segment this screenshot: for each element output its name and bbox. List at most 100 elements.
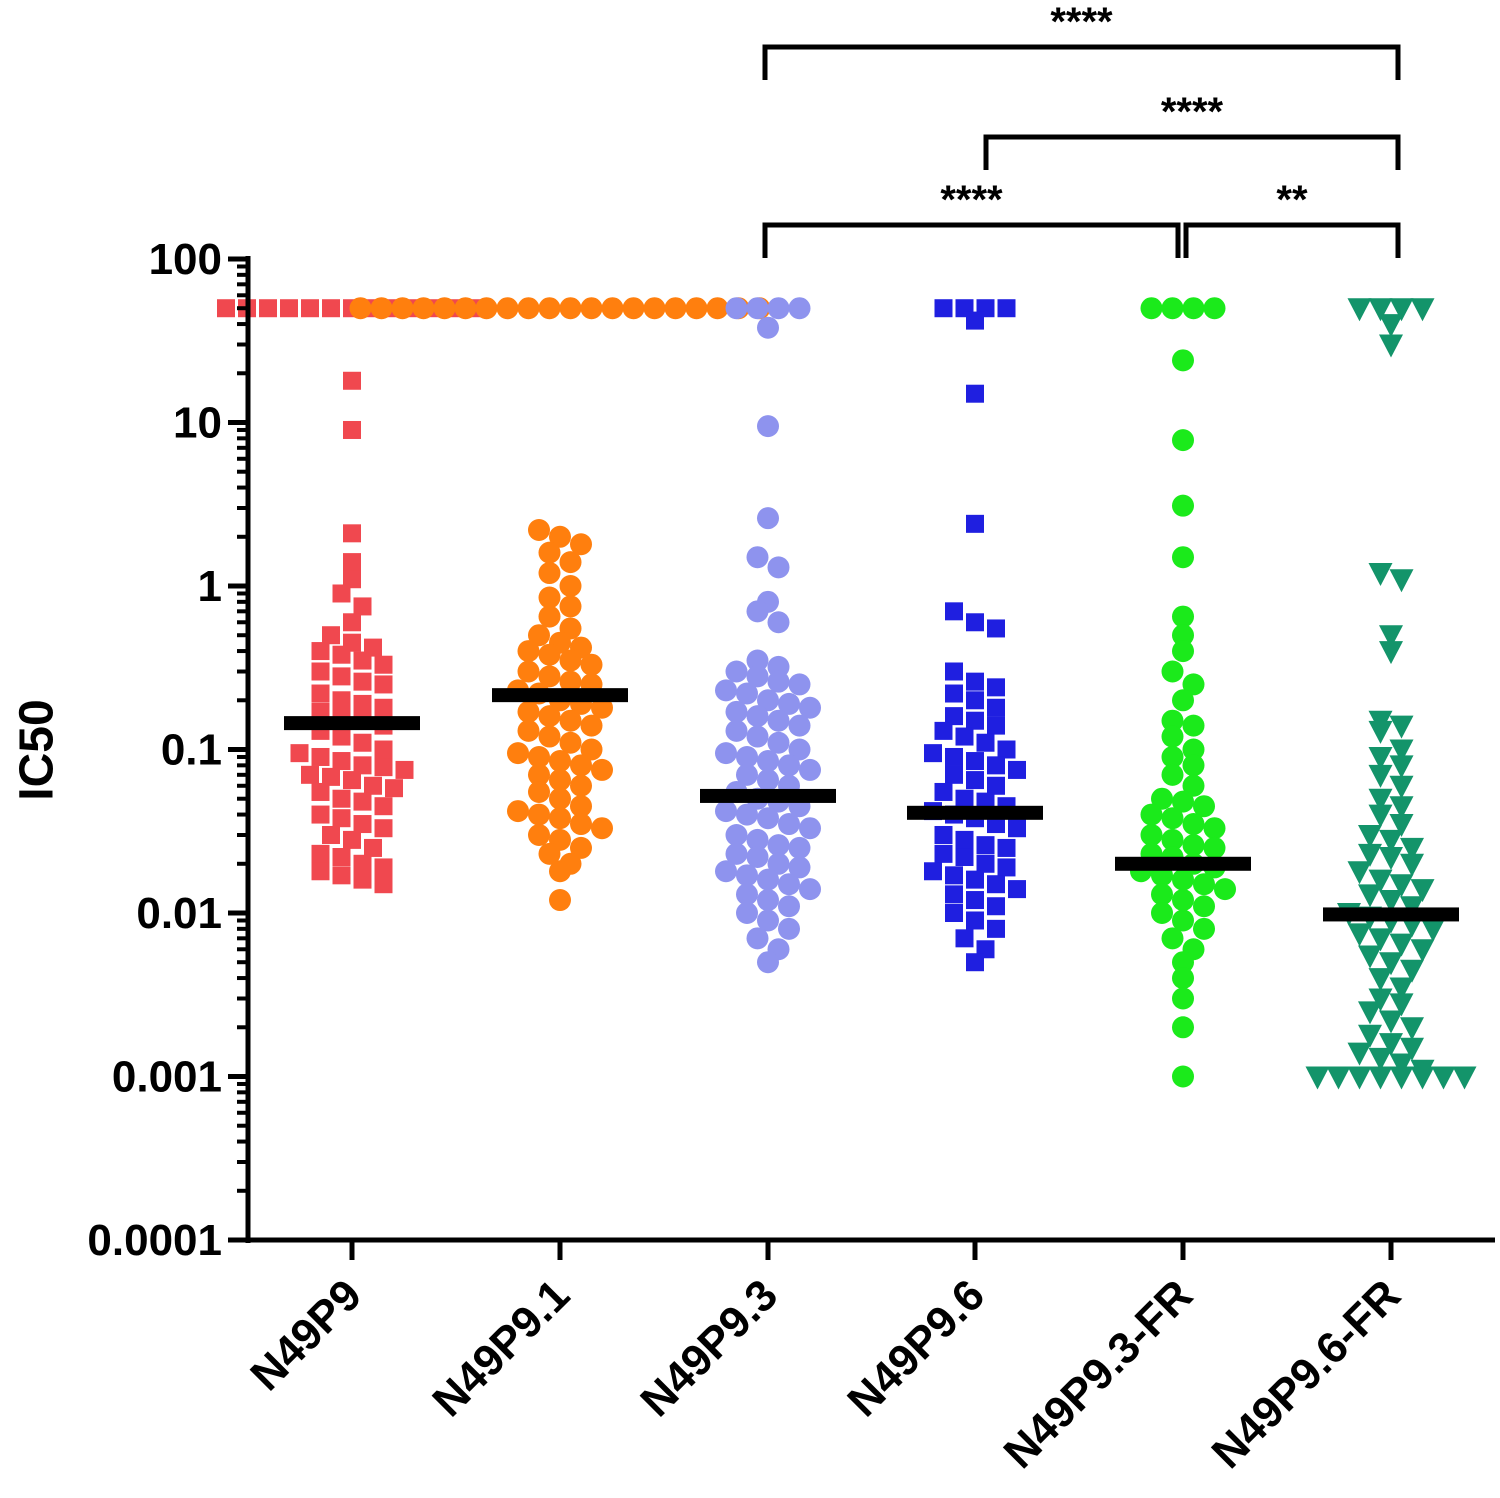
data-point xyxy=(549,889,571,912)
data-point xyxy=(1431,1066,1456,1090)
data-point xyxy=(301,765,319,784)
data-point xyxy=(364,838,382,857)
data-point xyxy=(955,929,974,948)
data-point xyxy=(1347,923,1372,947)
data-point xyxy=(374,758,393,777)
data-point xyxy=(322,626,340,645)
data-point xyxy=(997,299,1016,318)
data-point xyxy=(374,875,393,894)
series-N49P9.3 xyxy=(715,297,821,974)
data-point xyxy=(343,371,361,390)
y-tick-label: 1 xyxy=(198,562,222,611)
data-point xyxy=(1368,298,1393,322)
data-point xyxy=(746,665,769,688)
data-point xyxy=(799,878,821,901)
x-tick-label: N49P9.6 xyxy=(838,1270,994,1426)
data-point xyxy=(966,752,984,771)
data-point xyxy=(1140,297,1163,320)
data-point xyxy=(353,815,372,834)
data-point xyxy=(1161,725,1184,748)
significance-bracket xyxy=(762,44,1401,80)
data-point xyxy=(332,691,351,710)
data-point xyxy=(559,551,582,574)
data-point xyxy=(353,672,372,691)
data-point xyxy=(1347,861,1372,885)
data-point xyxy=(778,692,800,715)
data-point xyxy=(997,858,1016,877)
data-point xyxy=(778,917,800,940)
data-point xyxy=(528,763,550,786)
data-point xyxy=(1182,834,1205,857)
data-point xyxy=(353,792,372,811)
data-point xyxy=(643,297,666,320)
data-point xyxy=(767,834,790,857)
data-point xyxy=(1358,945,1382,969)
data-point xyxy=(966,953,984,972)
data-point xyxy=(301,299,319,318)
data-point xyxy=(788,297,811,320)
data-point xyxy=(353,854,372,873)
data-point xyxy=(746,297,769,320)
data-point xyxy=(1214,878,1236,901)
data-point xyxy=(934,782,953,801)
data-point xyxy=(559,575,582,597)
data-point xyxy=(725,297,748,320)
data-point xyxy=(1389,755,1414,779)
series-N49P9.1 xyxy=(349,297,771,912)
data-point xyxy=(976,854,995,873)
data-point xyxy=(1368,1066,1393,1090)
data-point xyxy=(706,297,729,320)
data-point xyxy=(736,803,758,826)
y-axis-title: IC50 xyxy=(11,699,64,800)
data-point xyxy=(1203,817,1226,840)
data-point xyxy=(549,860,571,883)
data-point xyxy=(757,909,779,932)
data-point xyxy=(1389,814,1414,838)
data-point xyxy=(1193,795,1215,818)
data-point xyxy=(955,830,974,849)
data-point xyxy=(1368,928,1393,952)
data-point xyxy=(580,653,603,676)
data-point xyxy=(1379,1010,1403,1034)
data-point xyxy=(945,904,963,922)
data-point xyxy=(945,747,963,766)
data-point xyxy=(945,866,963,885)
data-point xyxy=(1172,868,1194,891)
data-point xyxy=(528,780,550,803)
data-point xyxy=(757,689,779,712)
data-point xyxy=(343,771,361,790)
data-point xyxy=(799,758,821,781)
data-point xyxy=(580,714,603,737)
data-point xyxy=(454,297,477,320)
data-point xyxy=(778,895,800,918)
data-point xyxy=(966,711,984,730)
data-point xyxy=(1008,760,1026,779)
data-point xyxy=(538,541,561,564)
data-point xyxy=(736,763,758,786)
data-point xyxy=(311,844,330,863)
data-point xyxy=(1410,939,1435,963)
data-point xyxy=(517,297,540,320)
data-point xyxy=(622,297,645,320)
data-point xyxy=(1389,298,1414,322)
data-point xyxy=(987,875,1005,894)
data-point xyxy=(1358,843,1382,867)
data-point xyxy=(353,733,372,752)
data-point xyxy=(332,809,351,828)
data-point xyxy=(966,771,984,790)
data-point xyxy=(374,675,393,694)
data-point xyxy=(1182,738,1205,761)
data-point xyxy=(966,613,984,632)
data-point xyxy=(538,705,561,728)
data-point xyxy=(1410,879,1435,903)
data-point xyxy=(757,889,779,912)
data-point xyxy=(1172,951,1194,974)
data-point xyxy=(570,813,592,836)
data-point xyxy=(945,707,963,726)
data-point xyxy=(343,570,361,589)
data-point xyxy=(332,752,351,771)
data-point xyxy=(1203,297,1226,320)
data-point xyxy=(1172,640,1194,663)
data-point xyxy=(685,297,708,320)
